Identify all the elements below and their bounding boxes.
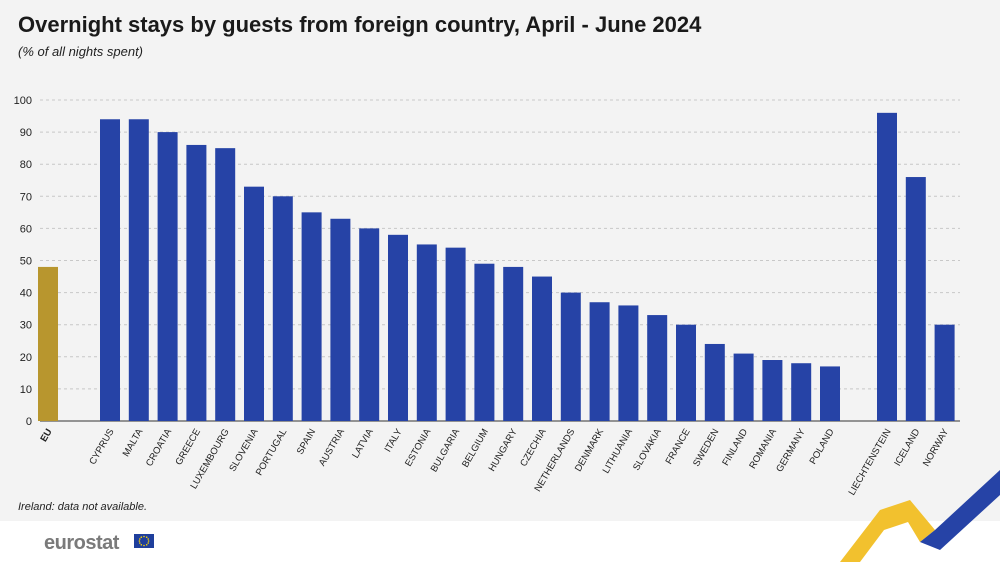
footnote: Ireland: data not available.	[18, 501, 148, 513]
bar-romania	[762, 360, 783, 421]
eu-flag-icon	[134, 534, 154, 548]
x-tick-label: CROATIA	[144, 426, 175, 468]
x-tick-label: BELGIUM	[460, 427, 491, 470]
bar-greece	[186, 144, 207, 421]
chart-title: Overnight stays by guests from foreign c…	[18, 12, 702, 37]
y-tick-label: 40	[20, 288, 32, 300]
x-tick-label: GERMANY	[774, 426, 808, 474]
y-tick-label: 70	[20, 191, 32, 203]
x-tick-label: SLOVENIA	[227, 426, 261, 473]
x-tick-label: ESTONIA	[403, 426, 434, 468]
bar-sweden	[704, 343, 725, 421]
x-tick-label: CZECHIA	[518, 426, 549, 468]
bar-slovenia	[244, 186, 264, 421]
x-tick-label: BULGARIA	[429, 426, 463, 474]
x-tick-label: SWEDEN	[691, 427, 721, 469]
bar-bulgaria	[445, 247, 466, 421]
footer-bar	[0, 521, 1000, 562]
x-tick-label: LITHUANIA	[601, 426, 636, 475]
y-tick-label: 100	[14, 95, 32, 107]
y-tick-label: 0	[26, 416, 32, 428]
y-tick-label: 80	[20, 159, 32, 171]
bar-malta	[128, 119, 149, 421]
x-tick-label: DENMARK	[573, 426, 607, 473]
y-tick-label: 90	[20, 127, 32, 139]
bar-belgium	[474, 263, 495, 421]
bar-lithuania	[618, 305, 639, 421]
bar-germany	[791, 363, 812, 421]
bar-netherlands	[560, 292, 581, 421]
bar-czechia	[532, 276, 552, 421]
x-tick-label: AUSTRIA	[317, 426, 347, 468]
bar-portugal	[272, 196, 293, 421]
y-tick-label: 60	[20, 223, 32, 235]
y-tick-label: 30	[20, 320, 32, 332]
x-tick-label: ICELAND	[892, 427, 922, 468]
bar-cyprus	[100, 119, 120, 421]
x-tick-label: CYPRUS	[87, 427, 116, 467]
x-tick-label: FRANCE	[664, 427, 693, 466]
eurostat-logo: eurostat	[44, 532, 119, 554]
decorative-swoosh-icon	[840, 470, 1000, 562]
x-tick-label: SLOVAKIA	[631, 426, 664, 472]
bar-liechtenstein	[877, 112, 897, 421]
bar-estonia	[416, 244, 437, 421]
bar-slovakia	[647, 315, 668, 421]
bar-latvia	[359, 228, 380, 421]
bar-croatia	[157, 132, 178, 421]
x-tick-label: GREECE	[173, 427, 203, 467]
x-tick-label: POLAND	[808, 427, 837, 466]
bar-eu	[38, 266, 58, 421]
x-tick-label: NORWAY	[921, 426, 952, 468]
bar-poland	[820, 366, 840, 421]
bar-iceland	[905, 177, 926, 421]
x-tick-label: EU	[38, 427, 54, 444]
chart-subtitle: (% of all nights spent)	[18, 44, 144, 59]
x-tick-label: HUNGARY	[487, 426, 521, 473]
y-tick-label: 10	[20, 384, 32, 396]
bar-finland	[733, 353, 754, 421]
bar-chart: 0 10 20 30 40 50 60 70 80 90 100 EU CYPRUS MALTACROA…	[14, 95, 960, 497]
bar-luxembourg	[215, 148, 236, 421]
x-tick-label: FINLAND	[720, 427, 750, 468]
y-tick-label: 20	[20, 352, 32, 364]
x-tick-label: MALTA	[121, 426, 146, 458]
bar-spain	[301, 212, 322, 421]
bar-hungary	[503, 266, 524, 421]
x-tick-label: LATVIA	[350, 426, 376, 460]
bar-france	[676, 324, 696, 421]
x-tick-label: SPAIN	[295, 427, 318, 457]
bar-denmark	[589, 302, 610, 421]
bar-norway	[934, 324, 955, 421]
x-tick-label: ROMANIA	[747, 426, 779, 470]
bar-austria	[330, 218, 351, 421]
y-tick-label: 50	[20, 256, 32, 268]
bar-italy	[388, 234, 408, 421]
x-tick-label: ITALY	[383, 426, 405, 454]
